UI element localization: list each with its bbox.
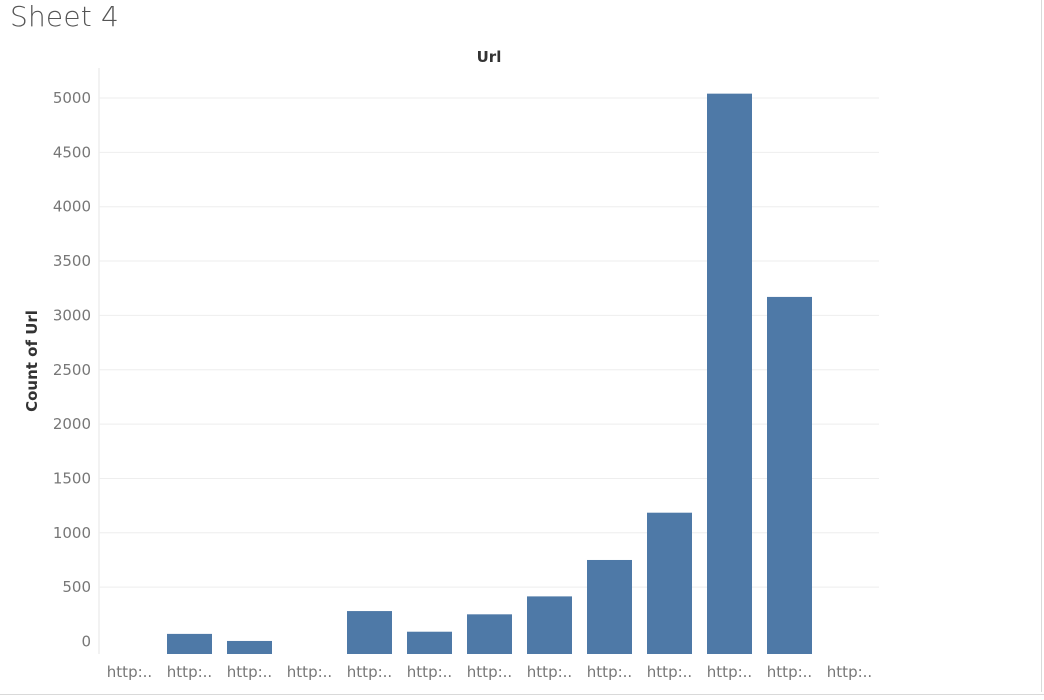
x-tick-label: http:.. xyxy=(227,663,272,681)
y-tick-label: 1500 xyxy=(53,469,91,487)
bar[interactable] xyxy=(647,512,692,654)
x-tick-label: http:.. xyxy=(467,663,512,681)
bar[interactable] xyxy=(587,559,632,654)
x-tick-label: http:.. xyxy=(167,663,212,681)
x-tick-label: http:.. xyxy=(767,663,812,681)
gridlines xyxy=(98,68,879,654)
x-tick-label: http:.. xyxy=(587,663,632,681)
y-tick-label: 0 xyxy=(81,633,91,651)
bar[interactable] xyxy=(347,611,392,654)
y-tick-label: 500 xyxy=(62,578,91,596)
bar[interactable] xyxy=(767,296,812,654)
x-axis-ticks: http:.. http:.. http:.. http:.. http:.. http:… xyxy=(107,663,872,681)
x-tick-label: http:.. xyxy=(347,663,392,681)
y-tick-label: 1000 xyxy=(53,524,91,542)
sheet-border-right xyxy=(1041,0,1042,692)
x-tick-label: http:.. xyxy=(707,663,752,681)
bar[interactable] xyxy=(467,614,512,654)
bar[interactable] xyxy=(407,631,452,654)
x-tick-label: http:.. xyxy=(827,663,872,681)
y-axis-ticks: 0 500 1000 1500 2000 2500 3000 3500 4000 4500 5000 xyxy=(53,89,91,651)
y-tick-label: 5000 xyxy=(53,89,91,107)
sheet-title: Sheet 4 xyxy=(10,0,120,33)
y-tick-label: 2000 xyxy=(53,415,91,433)
bar[interactable] xyxy=(227,640,272,654)
x-tick-label: http:.. xyxy=(527,663,572,681)
y-tick-label: 4500 xyxy=(53,143,91,161)
y-tick-label: 3500 xyxy=(53,252,91,270)
bar[interactable] xyxy=(167,633,212,654)
column-header: Url xyxy=(477,48,502,66)
bar[interactable] xyxy=(527,596,572,654)
x-tick-label: http:.. xyxy=(107,663,152,681)
bars xyxy=(167,93,812,655)
sheet-border-bottom xyxy=(0,694,1044,695)
y-tick-label: 4000 xyxy=(53,198,91,216)
y-tick-label: 3000 xyxy=(53,306,91,324)
x-tick-label: http:.. xyxy=(287,663,332,681)
bar[interactable] xyxy=(707,93,752,655)
x-tick-label: http:.. xyxy=(647,663,692,681)
y-axis-label: Count of Url xyxy=(23,310,41,412)
y-tick-label: 2500 xyxy=(53,361,91,379)
x-tick-label: http:.. xyxy=(407,663,452,681)
